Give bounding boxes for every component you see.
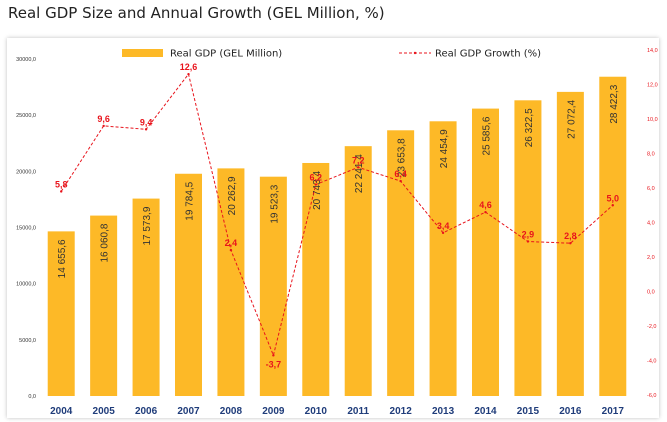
left-axis-tick-label: 30000,0 [16, 57, 36, 63]
growth-point-2017 [611, 204, 614, 207]
bar-value-label: 28 422,3 [609, 84, 620, 123]
right-axis-tick-label: -6,0 [647, 393, 656, 399]
left-axis-tick-label: 25000,0 [16, 113, 36, 119]
x-axis-label-2007: 2007 [177, 406, 200, 417]
growth-point-2009 [272, 354, 275, 357]
right-axis-tick-label: 6,0 [647, 186, 655, 192]
growth-line [60, 72, 614, 357]
growth-value-label: 6,4 [394, 169, 407, 179]
growth-point-2013 [441, 231, 445, 235]
bar-value-label: 17 573,9 [142, 206, 153, 245]
bar-value-label: 26 322,5 [524, 108, 535, 147]
bar-2014 [472, 108, 499, 396]
growth-point-2010 [314, 183, 317, 186]
growth-value-label: 12,6 [180, 62, 198, 72]
left-axis-tick-label: 5000,0 [19, 338, 36, 344]
x-axis-label-2014: 2014 [474, 406, 497, 417]
x-axis-label-2004: 2004 [50, 406, 73, 417]
growth-value-label: 9,4 [140, 117, 153, 127]
bar-value-label: 20 743,4 [312, 171, 323, 210]
growth-value-label: 7,2 [352, 155, 365, 165]
right-axis-tick-label: 4,0 [647, 221, 655, 227]
bar-2013 [429, 121, 457, 397]
x-axis-label-2005: 2005 [93, 406, 116, 417]
x-axis-label-2008: 2008 [220, 406, 243, 417]
right-axis-tick-label: 8,0 [647, 152, 655, 158]
growth-point-2004 [60, 190, 63, 193]
bar-2008 [217, 168, 245, 396]
x-axis-label-2015: 2015 [517, 406, 540, 417]
growth-value-label: 4,6 [479, 200, 492, 210]
x-axis-label-2016: 2016 [559, 406, 582, 417]
left-axis-tick-label: 0,0 [28, 394, 36, 400]
x-axis-label-2009: 2009 [262, 406, 285, 417]
right-axis-tick-label: 10,0 [647, 117, 658, 123]
growth-value-label: 2,8 [564, 231, 577, 241]
legend-line-label: Real GDP Growth (%) [435, 49, 541, 60]
bar-value-label: 25 585,6 [482, 116, 493, 155]
bar-2015 [514, 100, 542, 397]
growth-point-2011 [357, 166, 360, 169]
bar-value-label: 14 655,6 [57, 239, 68, 278]
legend-line-marker [413, 51, 417, 55]
x-axis-label-2010: 2010 [305, 406, 328, 417]
bar-value-label: 22 241,4 [354, 154, 365, 193]
right-axis-tick-label: 2,0 [647, 255, 655, 261]
bar-value-label: 27 072,4 [566, 99, 577, 138]
bar-2012 [387, 130, 415, 396]
bar-2006 [132, 198, 160, 396]
growth-point-2015 [526, 240, 530, 243]
growth-point-2005 [102, 124, 105, 128]
growth-value-label: 6,2 [310, 173, 323, 183]
bar-value-label: 16 060,8 [100, 223, 111, 262]
page-title: Real GDP Size and Annual Growth (GEL Mil… [8, 4, 385, 22]
growth-value-label: 5,8 [55, 179, 68, 189]
growth-point-2012 [399, 179, 402, 183]
chart-frame: 0,0 5000,0 10000,0 15000,0 20000,0 25000,0 300… [7, 38, 659, 418]
bar-value-label: 24 454,9 [439, 129, 450, 168]
bar-2004 [47, 231, 75, 396]
gdp-chart: 0,0 5000,0 10000,0 15000,0 20000,0 25000,0 300… [16, 48, 658, 417]
growth-value-label: 3,4 [437, 221, 450, 231]
x-axis-label-2013: 2013 [432, 406, 455, 417]
x-axis-label-2012: 2012 [390, 406, 413, 417]
growth-value-label: 5,0 [607, 193, 620, 203]
x-axis-label-2006: 2006 [135, 406, 158, 417]
growth-point-2007 [187, 72, 190, 76]
growth-point-2006 [144, 128, 148, 131]
growth-value-label: 9,6 [97, 114, 110, 124]
bar-2017 [599, 76, 627, 396]
bar-value-label: 19 523,3 [269, 184, 280, 223]
growth-value-label: 2,4 [225, 238, 238, 248]
growth-value-label: 2,9 [522, 229, 535, 239]
left-axis-tick-label: 15000,0 [16, 226, 36, 232]
bar-2007 [175, 173, 202, 396]
growth-point-2014 [484, 210, 487, 214]
bar-2010 [302, 162, 330, 396]
x-axis-label-2017: 2017 [602, 406, 625, 417]
right-axis-tick-label: -2,0 [647, 324, 656, 330]
bar-value-label: 23 653,8 [397, 138, 408, 177]
legend-bar-label: Real GDP (GEL Million) [170, 49, 282, 60]
legend-bar-swatch [122, 49, 163, 57]
bar-value-label: 19 784,5 [185, 181, 196, 220]
bar-2009 [259, 176, 287, 396]
growth-point-2008 [229, 248, 233, 252]
left-axis-tick-label: 20000,0 [16, 169, 36, 175]
bar-2005 [90, 215, 118, 396]
x-axis-label-2011: 2011 [347, 406, 369, 417]
right-axis-tick-label: 0,0 [647, 290, 655, 296]
right-axis-tick-label: 14,0 [647, 48, 658, 54]
right-axis-tick-label: -4,0 [647, 359, 656, 365]
growth-value-label: -3,7 [266, 359, 282, 369]
bar-2011 [344, 146, 372, 396]
right-axis-tick-label: 12,0 [647, 83, 658, 89]
bar-value-label: 20 262,9 [227, 176, 238, 215]
growth-point-2016 [569, 242, 572, 245]
left-axis-tick-label: 10000,0 [16, 282, 36, 288]
